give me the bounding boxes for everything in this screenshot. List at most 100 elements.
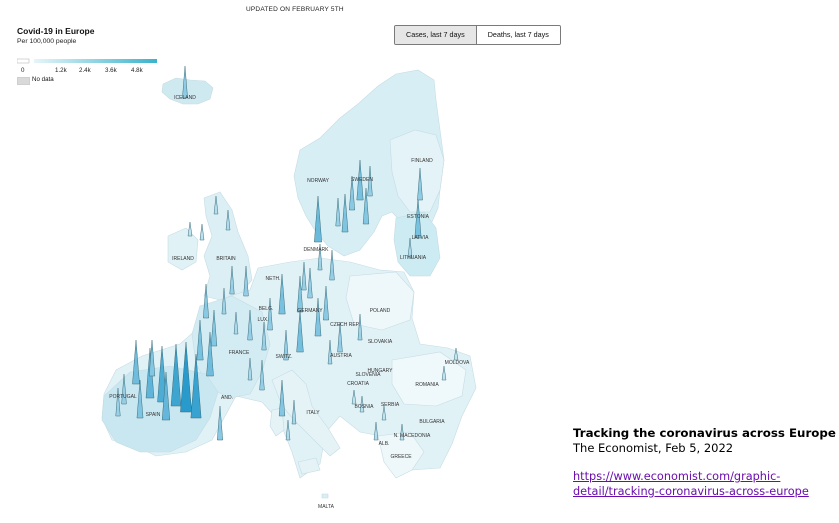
romania-shape [391,351,467,407]
case-spike [414,197,422,239]
color-legend: 0 1.2k 2.4k 3.6k 4.8k No data [17,55,167,91]
case-spike [407,237,413,259]
case-spike [337,321,343,353]
case-spike [317,243,323,271]
case-spike [229,265,235,295]
country-label: AND. [221,395,233,401]
case-spike [247,309,253,341]
case-spike [203,283,209,319]
caption-source: The Economist, Feb 5, 2022 [573,441,734,455]
country-label: SERBIA [381,402,400,408]
case-spike [187,221,193,237]
case-spike [278,379,286,417]
legend-color-scale [17,58,157,64]
case-spike [247,357,253,381]
case-spike [161,371,171,421]
ireland-shape [167,227,199,271]
case-spike [356,159,364,201]
case-spike [196,319,204,361]
finland-shape [389,129,445,213]
country-label: MOLDOVA [445,360,470,366]
case-spike [221,287,227,315]
case-spike [115,387,121,417]
updated-date: UPDATED ON FEBRUARY 5TH [246,6,344,13]
country-label: CROATIA [347,381,370,387]
case-spike [367,165,373,197]
country-label: LATVIA [412,235,430,241]
country-label: LITHUANIA [400,255,427,261]
country-label: BOSNIA [355,404,375,410]
case-spike [349,175,355,211]
country-labels: ICELAND NORWAY SWEDEN FINLAND ESTONIA LATVIA L… [109,95,470,510]
country-label: BRITAIN [216,256,236,262]
case-spike [157,345,167,403]
case-spike [243,265,249,297]
source-link[interactable]: https://www.economist.com/graphic-detail… [573,470,809,498]
country-label: CZECH REP. [330,322,360,328]
country-label: BULGARIA [419,419,445,425]
case-spike [182,65,188,99]
case-spike [190,353,202,419]
country-label: FRANCE [229,350,250,356]
map-subtitle: Per 100,000 people [17,38,77,45]
case-spike [417,167,423,201]
no-data-label: No data [32,76,54,83]
case-spike [170,343,182,407]
case-spike [341,193,349,233]
case-spike [314,297,322,337]
case-spike [278,273,286,315]
case-spike [359,395,365,413]
country-label: MALTA [318,504,335,510]
caption-title: Tracking the coronavirus across Europe [573,426,836,440]
no-data-swatch [17,77,30,85]
case-spike [323,285,329,321]
case-spike [148,339,156,377]
metric-toggle[interactable]: Cases, last 7 days Deaths, last 7 days [394,25,561,45]
case-spike [381,405,387,421]
country-label: SLOVAKIA [368,339,393,345]
case-spike [136,379,144,419]
caption-block: Tracking the coronavirus across Europe T… [573,426,836,499]
malta-shape [321,493,329,499]
case-spike [285,419,291,441]
country-label: ROMANIA [415,382,439,388]
country-label: NETH. [266,276,281,282]
country-label: PORTUGAL [109,394,137,400]
legend-tick: 2.4k [79,67,91,74]
sicily-shape [297,457,321,475]
case-spike [307,267,313,299]
case-spike [283,329,289,361]
country-label: SWITZ. [276,354,293,360]
case-spike [314,195,322,243]
deaths-tab[interactable]: Deaths, last 7 days [476,26,560,44]
country-label: FINLAND [411,158,433,164]
country-label: GERMANY [297,308,323,314]
legend-tick: 4.8k [131,67,143,74]
country-label: ALB. [379,441,390,447]
case-spike [199,223,205,241]
greece-shape [377,431,425,479]
case-spike [351,389,357,405]
country-label: HUNGARY [368,368,394,374]
cases-tab[interactable]: Cases, last 7 days [395,26,477,44]
country-label: POLAND [370,308,391,314]
case-spike [206,331,214,377]
country-label: SPAIN [146,412,161,418]
case-spike [233,311,239,335]
case-spikes [115,65,459,441]
case-spike [121,373,127,405]
case-spike [217,405,223,441]
case-spike [132,339,140,385]
case-spike [210,309,218,347]
case-spike [335,197,341,227]
case-spike [357,313,363,341]
case-spike [267,297,273,331]
country-label: AUSTRIA [330,353,352,359]
country-label: GREECE [390,454,412,460]
case-spike [213,195,219,215]
case-spike [441,365,447,381]
country-label: ITALY [306,410,320,416]
legend-tick: 1.2k [55,67,67,74]
case-spike [329,249,335,281]
